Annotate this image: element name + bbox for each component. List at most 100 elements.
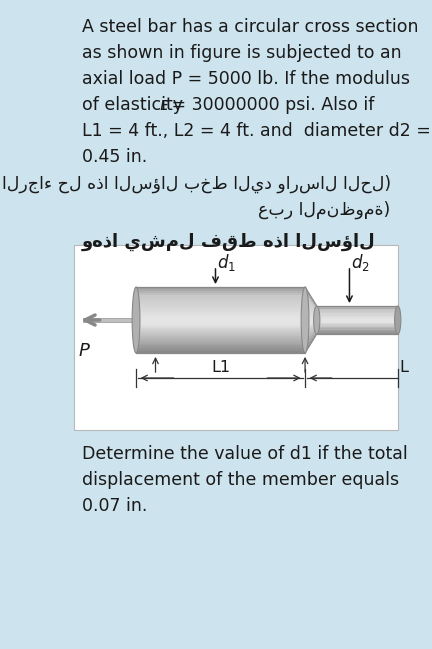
Bar	[136, 319, 305, 321]
Text: as shown in figure is subjected to an: as shown in figure is subjected to an	[82, 44, 401, 62]
Bar	[136, 323, 305, 325]
Bar	[136, 299, 305, 300]
Bar	[317, 330, 398, 332]
Bar	[136, 328, 305, 331]
Bar	[136, 289, 305, 291]
Text: 0.07 in.: 0.07 in.	[82, 497, 147, 515]
Text: L1 = 4 ft., L2 = 4 ft. and  diameter d2 =: L1 = 4 ft., L2 = 4 ft. and diameter d2 =	[82, 122, 430, 140]
Text: $d_2$: $d_2$	[351, 252, 370, 273]
Polygon shape	[305, 324, 317, 333]
Bar	[136, 338, 305, 340]
Bar	[317, 331, 398, 333]
Polygon shape	[305, 300, 317, 313]
Ellipse shape	[314, 306, 320, 334]
Bar	[317, 312, 398, 313]
Polygon shape	[305, 317, 317, 320]
Text: L: L	[399, 360, 408, 375]
Bar	[136, 297, 305, 299]
Polygon shape	[305, 304, 317, 314]
Polygon shape	[305, 332, 317, 353]
Bar	[136, 326, 305, 329]
Bar	[317, 327, 398, 329]
Bar	[136, 347, 305, 350]
Bar	[317, 313, 398, 315]
Text: 0.45 in.: 0.45 in.	[82, 148, 147, 166]
Bar	[136, 302, 305, 304]
Bar	[317, 306, 398, 334]
Text: ᴇ: ᴇ	[159, 96, 168, 114]
Bar	[136, 343, 305, 346]
Polygon shape	[305, 307, 317, 316]
Bar	[317, 323, 398, 324]
Text: عبر المنظومة): عبر المنظومة)	[258, 201, 391, 219]
Bar	[136, 349, 305, 352]
Polygon shape	[305, 331, 317, 350]
Bar	[317, 306, 398, 308]
Polygon shape	[305, 293, 317, 310]
Polygon shape	[305, 287, 317, 308]
Text: وهذا يشمل فقط هذا السؤال: وهذا يشمل فقط هذا السؤال	[82, 233, 375, 251]
Polygon shape	[305, 297, 317, 312]
Bar	[317, 314, 398, 316]
Bar	[136, 313, 305, 316]
Bar	[136, 317, 305, 319]
Bar	[136, 351, 305, 354]
Bar	[136, 324, 305, 327]
Bar	[136, 308, 305, 310]
Text: displacement of the member equals: displacement of the member equals	[82, 471, 399, 489]
FancyBboxPatch shape	[74, 245, 398, 430]
Bar	[317, 310, 398, 312]
Bar	[136, 315, 305, 317]
Bar	[136, 306, 305, 308]
Text: L1: L1	[211, 360, 230, 375]
Bar	[317, 309, 398, 311]
Polygon shape	[305, 326, 317, 336]
Polygon shape	[305, 323, 317, 330]
Bar	[136, 293, 305, 295]
Text: = 30000000 psi. Also if: = 30000000 psi. Also if	[166, 96, 375, 114]
Bar	[136, 341, 305, 344]
Polygon shape	[305, 327, 317, 340]
Bar	[136, 330, 305, 333]
Polygon shape	[305, 290, 317, 309]
Bar	[317, 328, 398, 330]
Bar	[317, 321, 398, 323]
Text: Determine the value of d1 if the total: Determine the value of d1 if the total	[82, 445, 407, 463]
Ellipse shape	[132, 287, 140, 353]
Bar	[136, 310, 305, 312]
Bar	[136, 287, 305, 289]
Bar	[136, 340, 305, 342]
Bar	[136, 332, 305, 335]
Bar	[136, 336, 305, 338]
Bar	[317, 317, 398, 319]
Polygon shape	[305, 321, 317, 326]
Polygon shape	[305, 310, 317, 317]
Ellipse shape	[394, 306, 401, 334]
Bar	[136, 304, 305, 306]
Bar	[317, 324, 398, 326]
Text: $P$: $P$	[78, 342, 91, 360]
Bar	[136, 291, 305, 293]
Bar	[136, 295, 305, 297]
Polygon shape	[305, 320, 317, 323]
Bar	[317, 319, 398, 321]
Polygon shape	[305, 328, 317, 343]
Bar	[136, 345, 305, 348]
Bar	[83, 318, 136, 322]
Text: $d_1$: $d_1$	[217, 252, 236, 273]
Bar	[136, 300, 305, 302]
Text: A steel bar has a circular cross section: A steel bar has a circular cross section	[82, 18, 418, 36]
Bar	[136, 321, 305, 323]
Text: الرجاء حل هذا السؤال بخط اليد وارسال الحل): الرجاء حل هذا السؤال بخط اليد وارسال الح…	[2, 175, 391, 193]
Bar	[136, 334, 305, 337]
Bar	[317, 308, 398, 310]
Bar	[136, 287, 305, 353]
Polygon shape	[305, 313, 317, 319]
Bar	[317, 320, 398, 322]
Ellipse shape	[301, 287, 309, 353]
Bar	[317, 326, 398, 328]
Text: axial load P = 5000 lb. If the modulus: axial load P = 5000 lb. If the modulus	[82, 70, 410, 88]
Bar	[317, 316, 398, 318]
Bar	[136, 312, 305, 314]
Text: of elasticity: of elasticity	[82, 96, 188, 114]
